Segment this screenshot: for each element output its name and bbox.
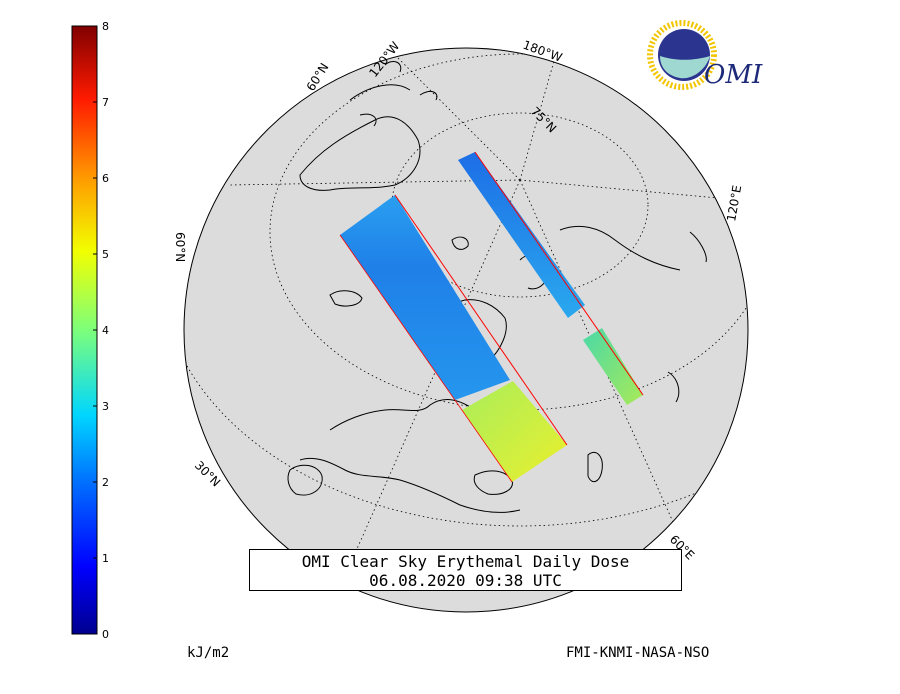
colorbar xyxy=(71,25,98,635)
iceland-coast xyxy=(329,290,363,307)
omi-logo xyxy=(647,20,717,90)
credit-label: FMI-KNMI-NASA-NSO xyxy=(566,645,710,661)
logo-globe-highlight xyxy=(660,56,710,79)
colorbar-tick-label: 8 xyxy=(102,20,109,33)
colorbar-tick-label: 1 xyxy=(102,552,109,565)
colorbar-tick-label: 6 xyxy=(102,172,109,185)
colorbar-tick-label: 5 xyxy=(102,248,109,261)
kamchatka-coast xyxy=(667,371,680,403)
black-sea-coast xyxy=(473,470,513,495)
greenland-coast xyxy=(299,116,421,191)
swath-east-north-segment xyxy=(458,152,585,318)
logo-sun-rays xyxy=(647,20,717,90)
meridian-180 xyxy=(519,48,561,181)
canadian-arctic-coast xyxy=(349,61,438,127)
europe-coast xyxy=(299,399,521,513)
meridian-60w xyxy=(229,179,521,186)
meridian-120e xyxy=(519,179,741,201)
swath-west-edge xyxy=(394,194,568,446)
map-title-line1: OMI Clear Sky Erythemal Daily Dose xyxy=(301,552,630,571)
colorbar-tick-label: 4 xyxy=(102,324,109,337)
colorbar-tick-label: 7 xyxy=(102,96,109,109)
omi-logo-text: OMI xyxy=(704,60,763,90)
meridian-120w xyxy=(389,49,521,181)
caspian-coast xyxy=(587,451,603,483)
svalbard-coast xyxy=(451,236,469,250)
siberia-coast xyxy=(559,225,707,271)
label-60w: 60°N xyxy=(173,232,187,262)
swath-west-edge-left xyxy=(339,234,513,483)
colorbar-tick-label: 3 xyxy=(102,400,109,413)
omi-swaths xyxy=(339,151,644,483)
swath-west-south-segment xyxy=(462,381,567,482)
colorbar-unit-label: kJ/m2 xyxy=(187,645,230,661)
map-title: OMI Clear Sky Erythemal Daily Dose 06.08… xyxy=(249,549,682,591)
swath-east-south-segment xyxy=(583,328,643,405)
map-title-line2: 06.08.2020 09:38 UTC xyxy=(369,571,562,590)
swath-east-edge xyxy=(474,151,644,396)
colorbar-ticks: 0 1 2 3 4 5 6 7 8 xyxy=(93,20,109,641)
meridian-0 xyxy=(329,179,521,611)
label-120e: 120°E xyxy=(724,184,744,222)
swath-west-north-segment xyxy=(340,195,510,400)
iberia-coast xyxy=(287,464,323,496)
colorbar-tick-label: 2 xyxy=(102,476,109,489)
colorbar-tick-label: 0 xyxy=(102,628,109,641)
